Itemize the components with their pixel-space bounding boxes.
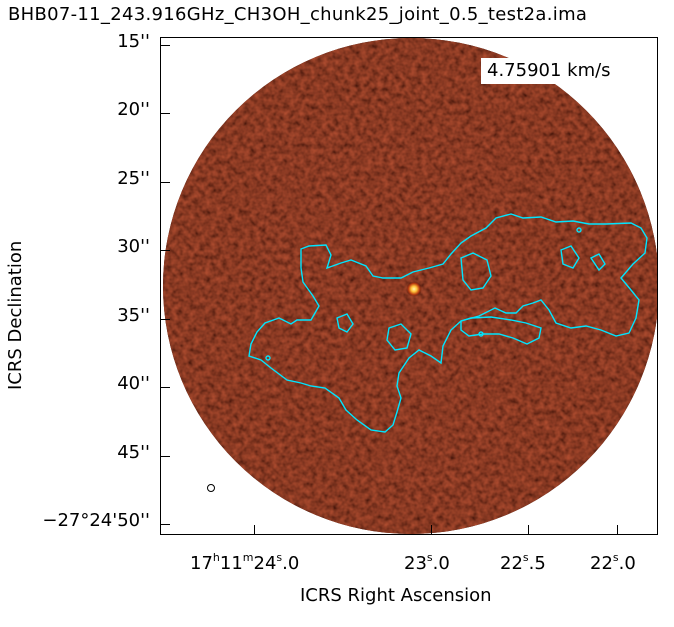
xtick-label-1: 17h11m24s.0 <box>190 551 300 574</box>
xtick-label-4: 22s.0 <box>590 551 636 574</box>
xtick-mark <box>254 525 255 535</box>
contour-east-lobe <box>460 316 542 345</box>
xtick-label-3: 22s.5 <box>500 551 546 574</box>
beam-ellipse <box>207 484 215 492</box>
ytick-label: 20'' <box>117 99 150 120</box>
contour-hole-5 <box>589 253 606 272</box>
ytick-label: 40'' <box>117 373 150 394</box>
contour-hole-1 <box>460 252 492 291</box>
xtick-label-2: 23s.0 <box>404 551 450 574</box>
ytick-mark <box>160 387 170 388</box>
x-axis-label: ICRS Right Ascension <box>300 585 492 606</box>
contour-spot-1 <box>265 355 271 361</box>
contour-spot-2 <box>576 227 582 233</box>
ytick-label: −27°24'50'' <box>42 510 150 531</box>
contour-hole-2 <box>386 323 412 351</box>
xtick-mark <box>617 525 618 535</box>
ytick-label: 25'' <box>117 168 150 189</box>
central-source[interactable] <box>406 281 422 297</box>
contour-spot-3 <box>478 331 484 337</box>
ytick-mark <box>160 182 170 183</box>
ytick-mark <box>160 113 170 114</box>
contours <box>248 213 648 433</box>
xtick-mark <box>528 525 529 535</box>
y-axis-label: ICRS Declination <box>5 240 26 390</box>
contour-hole-3 <box>336 313 354 333</box>
ytick-mark <box>160 524 170 525</box>
ytick-mark <box>160 250 170 251</box>
map-canvas <box>163 38 657 534</box>
ytick-label: 45'' <box>117 442 150 463</box>
ytick-label: 15'' <box>117 31 150 52</box>
contour-hole-4 <box>560 245 580 269</box>
ytick-label: 35'' <box>117 305 150 326</box>
map-frame[interactable] <box>160 37 658 535</box>
ytick-mark <box>160 45 170 46</box>
ytick-label: 30'' <box>117 236 150 257</box>
velocity-label: 4.75901 km/s <box>481 58 617 84</box>
image-title: BHB07-11_243.916GHz_CH3OH_chunk25_joint_… <box>8 4 588 25</box>
xtick-mark <box>431 525 432 535</box>
ytick-mark <box>160 456 170 457</box>
ytick-mark <box>160 319 170 320</box>
contour-main <box>248 213 648 433</box>
